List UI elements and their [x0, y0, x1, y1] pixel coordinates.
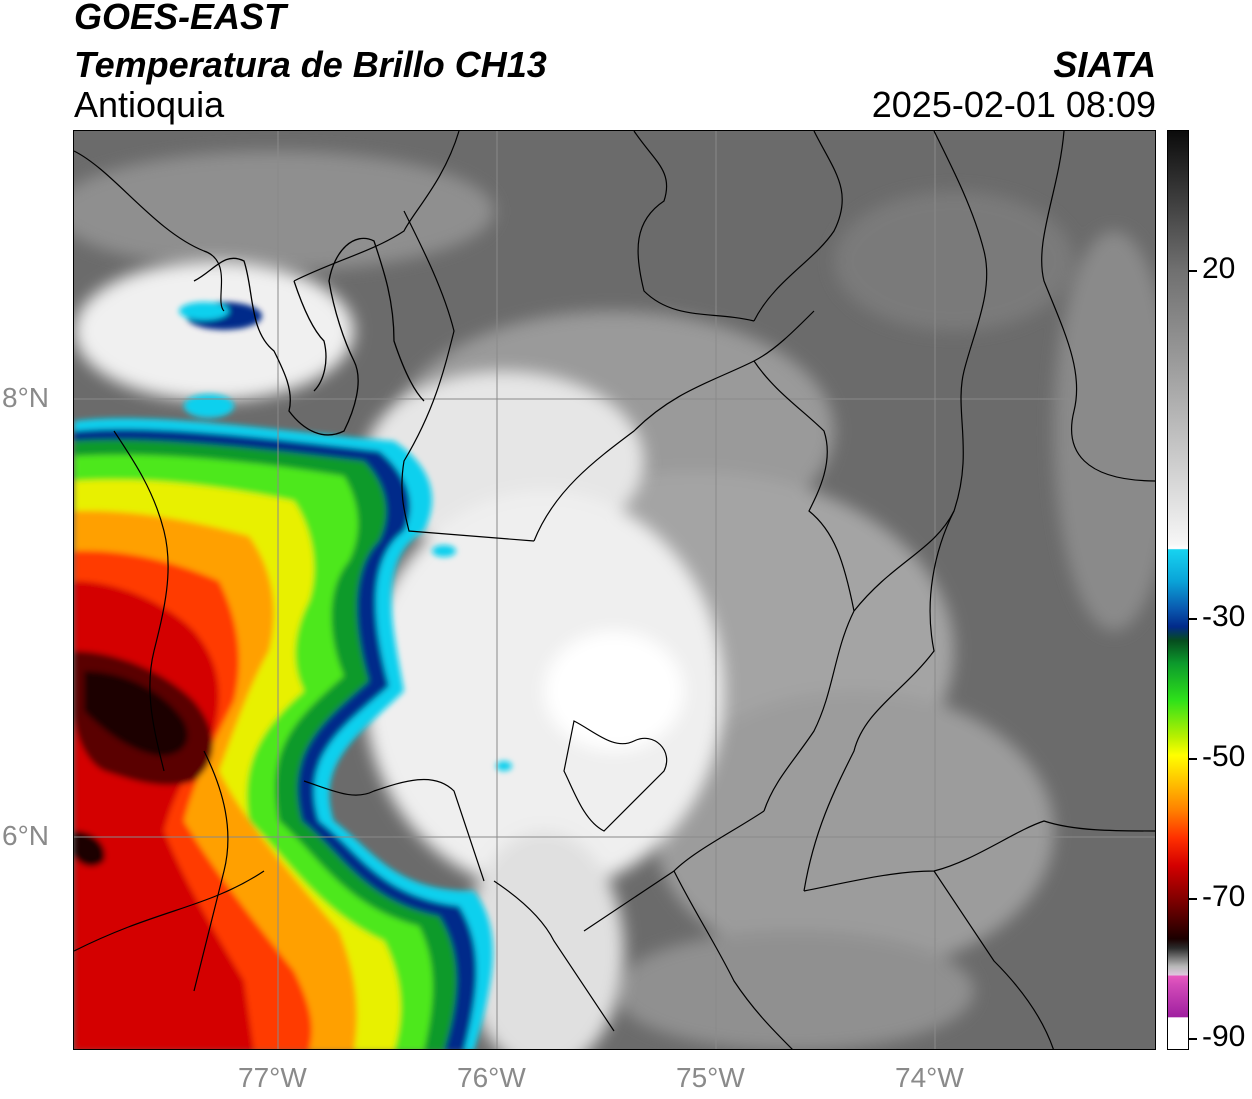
lon-label-75w: 75°W — [676, 1062, 745, 1093]
admin-borders — [74, 131, 1155, 1049]
lat-label-8n: 8°N — [2, 382, 49, 413]
map-canvas — [74, 131, 1155, 1049]
colorbar-tick — [1189, 758, 1197, 760]
satellite-map[interactable] — [73, 130, 1156, 1050]
colorbar-label: -70 — [1202, 880, 1246, 913]
colorbar-label: -90 — [1202, 1020, 1246, 1053]
colorbar-tick — [1189, 1038, 1197, 1040]
lon-label-77w: 77°W — [238, 1062, 307, 1093]
colorbar-tick — [1189, 898, 1197, 900]
colorbar-tick — [1189, 618, 1197, 620]
colorbar-label: -30 — [1202, 600, 1246, 633]
timestamp: 2025-02-01 08:09 — [871, 84, 1156, 125]
colorbar-label: 20 — [1202, 252, 1236, 285]
colorbar-label: -50 — [1202, 740, 1246, 773]
lon-label-76w: 76°W — [457, 1062, 526, 1093]
white-cloud-field — [74, 261, 724, 1049]
title-product: Temperatura de Brillo CH13 — [74, 44, 547, 85]
convective-system — [74, 302, 512, 1049]
source-label: SIATA — [1053, 44, 1156, 85]
colorbar — [1167, 130, 1189, 1050]
title-main: GOES-EAST — [74, 0, 287, 37]
graticule — [74, 131, 1155, 1049]
lon-label-74w: 74°W — [895, 1062, 964, 1093]
coastline — [193, 237, 425, 436]
title-region: Antioquia — [74, 84, 225, 125]
lat-label-6n: 6°N — [2, 820, 49, 851]
colorbar-gradient — [1168, 131, 1188, 1049]
colorbar-tick — [1189, 270, 1197, 272]
